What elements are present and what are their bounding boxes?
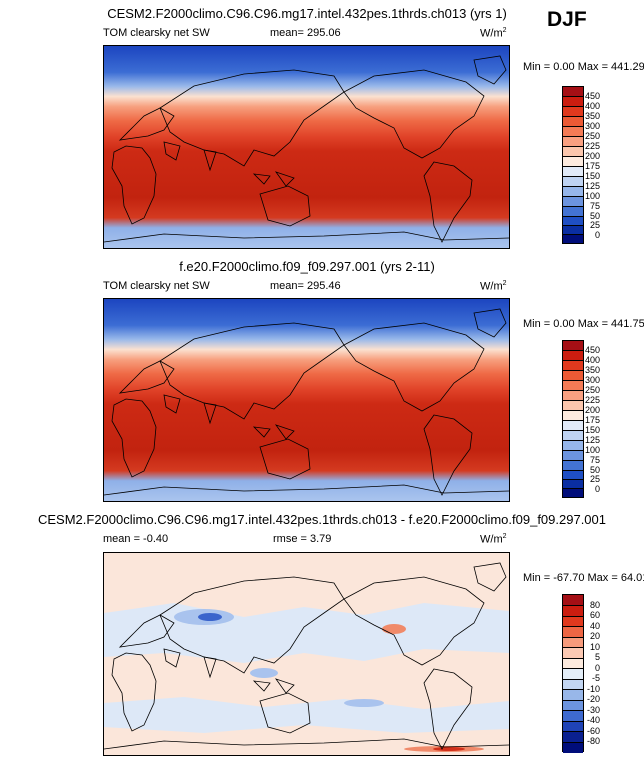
colorbar-label: 150 bbox=[584, 171, 600, 181]
mean-stat: mean= 295.46 bbox=[270, 280, 341, 292]
colorbar-label: 125 bbox=[584, 435, 600, 445]
colorbar-label: 25 bbox=[589, 474, 600, 484]
colorbar-difference bbox=[562, 594, 584, 753]
colorbar-label: 450 bbox=[584, 345, 600, 355]
mean-stat: mean = -0.40 bbox=[103, 533, 169, 545]
colorbar-label: 20 bbox=[589, 631, 600, 641]
colorbar-label: 400 bbox=[584, 355, 600, 365]
colorbar-label: 150 bbox=[584, 425, 600, 435]
colorbar-label: 175 bbox=[584, 415, 600, 425]
colorbar-label: 400 bbox=[584, 101, 600, 111]
colorbar-label: 5 bbox=[594, 652, 600, 662]
colorbar-label: 75 bbox=[589, 455, 600, 465]
colorbar-model bbox=[562, 86, 584, 244]
colorbar-label: 350 bbox=[584, 111, 600, 121]
colorbar-label: 100 bbox=[584, 445, 600, 455]
panel-title: f.e20.F2000climo.f09_f09.297.001 (yrs 2-… bbox=[179, 259, 435, 274]
colorbar-label: 10 bbox=[589, 642, 600, 652]
colorbar-label: 25 bbox=[589, 220, 600, 230]
colorbar-label: 175 bbox=[584, 161, 600, 171]
contour-map bbox=[104, 553, 509, 755]
colorbar-label: -80 bbox=[586, 736, 600, 746]
map-panel-model bbox=[103, 45, 510, 249]
colorbar-label: 125 bbox=[584, 181, 600, 191]
colorbar-label: 250 bbox=[584, 385, 600, 395]
colorbar-label: 200 bbox=[584, 405, 600, 415]
colorbar-label: -5 bbox=[591, 673, 600, 683]
colorbar-label: 0 bbox=[594, 230, 600, 240]
units-label: W/m2 bbox=[480, 27, 507, 40]
colorbar-label: 50 bbox=[589, 465, 600, 475]
colorbar-label: -40 bbox=[586, 715, 600, 725]
colorbar-label: 300 bbox=[584, 375, 600, 385]
mean-stat: mean= 295.06 bbox=[270, 27, 341, 39]
map-panel-control bbox=[103, 298, 510, 502]
colorbar-label: -20 bbox=[586, 694, 600, 704]
minmax-label: Min = 0.00 Max = 441.75 bbox=[523, 318, 644, 330]
season-label: DJF bbox=[547, 8, 587, 31]
colorbar-label: 250 bbox=[584, 131, 600, 141]
colorbar-label: 0 bbox=[594, 484, 600, 494]
rmse-stat: rmse = 3.79 bbox=[273, 533, 332, 545]
colorbar-label: 40 bbox=[589, 621, 600, 631]
colorbar-label: 100 bbox=[584, 191, 600, 201]
colorbar-control bbox=[562, 340, 584, 498]
colorbar-label: 80 bbox=[589, 600, 600, 610]
colorbar-label: 60 bbox=[589, 610, 600, 620]
colorbar-label: -10 bbox=[586, 684, 600, 694]
colorbar-label: 300 bbox=[584, 121, 600, 131]
colorbar-label: 75 bbox=[589, 201, 600, 211]
panel-title: CESM2.F2000climo.C96.C96.mg17.intel.432p… bbox=[107, 6, 507, 21]
variable-label: TOM clearsky net SW bbox=[103, 27, 210, 39]
colorbar-label: 225 bbox=[584, 141, 600, 151]
units-label: W/m2 bbox=[480, 280, 507, 293]
minmax-label: Min = 0.00 Max = 441.29 bbox=[523, 61, 644, 73]
colorbar-label: 50 bbox=[589, 211, 600, 221]
colorbar-label: 0 bbox=[594, 663, 600, 673]
map-panel-difference bbox=[103, 552, 510, 756]
units-label: W/m2 bbox=[480, 533, 507, 546]
minmax-label: Min = -67.70 Max = 64.01 bbox=[523, 572, 644, 584]
variable-label: TOM clearsky net SW bbox=[103, 280, 210, 292]
contour-map bbox=[104, 46, 509, 248]
colorbar-label: 350 bbox=[584, 365, 600, 375]
colorbar-label: -60 bbox=[586, 726, 600, 736]
colorbar-label: 450 bbox=[584, 91, 600, 101]
colorbar-label: 200 bbox=[584, 151, 600, 161]
colorbar-label: 225 bbox=[584, 395, 600, 405]
contour-map bbox=[104, 299, 509, 501]
panel-title: CESM2.F2000climo.C96.C96.mg17.intel.432p… bbox=[37, 512, 606, 527]
colorbar-label: -30 bbox=[586, 705, 600, 715]
